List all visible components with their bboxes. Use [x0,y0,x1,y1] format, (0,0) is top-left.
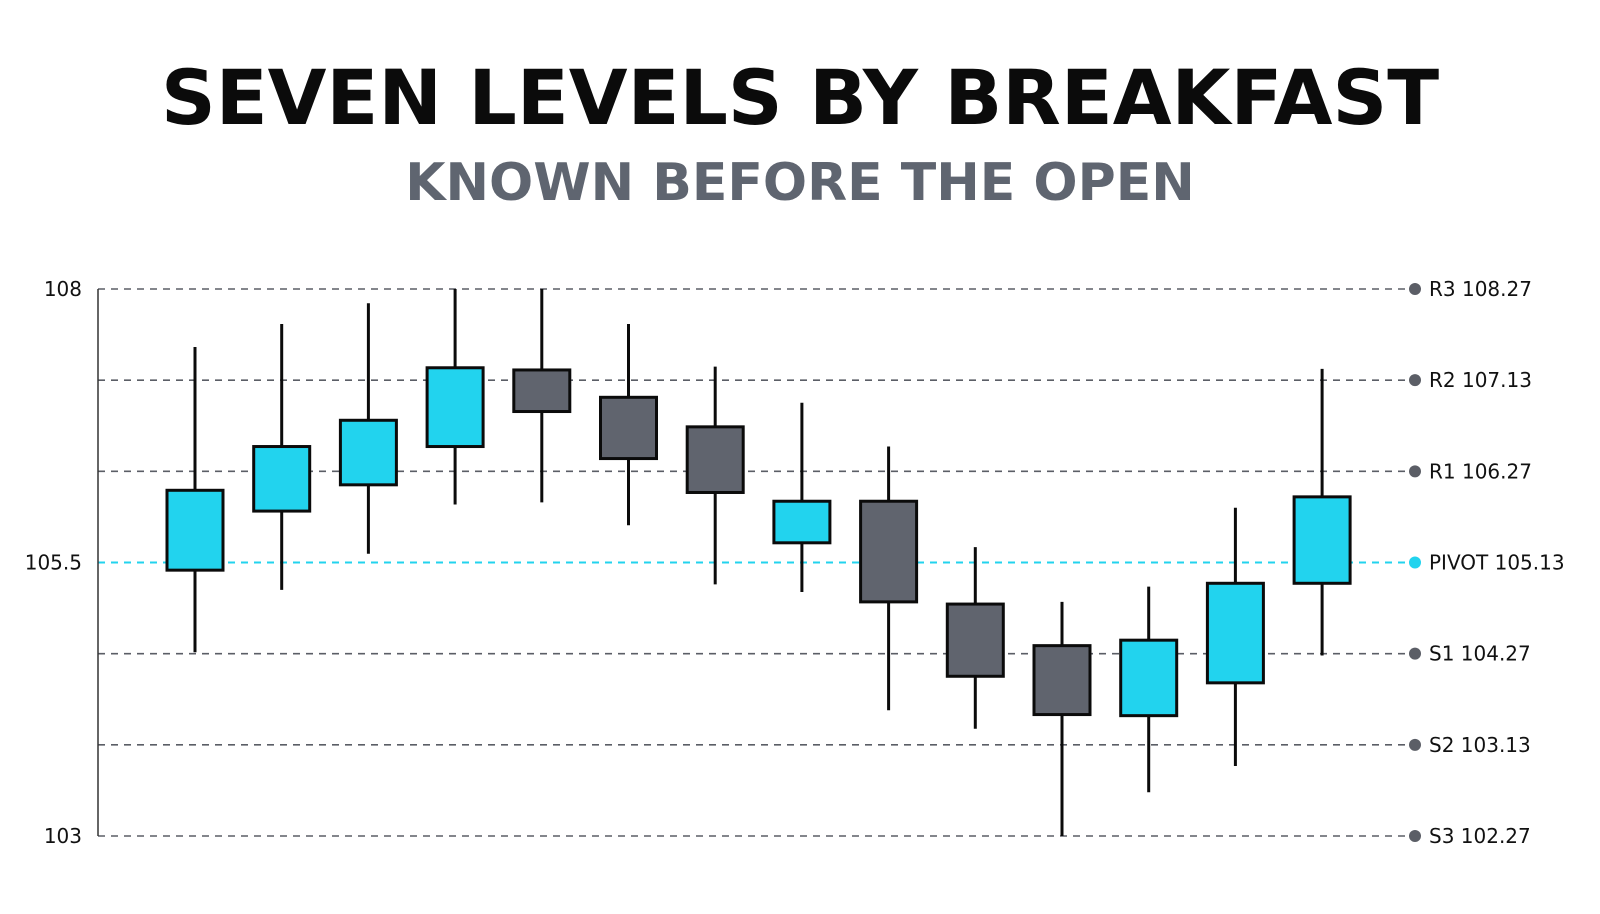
candle-body-bearish [512,368,572,414]
level-marker-s2 [1409,738,1421,751]
level-label-r1: R1 106.27 [1429,459,1532,483]
candle-body-bearish [945,602,1005,678]
level-marker-r1 [1409,465,1421,478]
level-label-r3: R3 108.27 [1429,277,1532,301]
chart-title: SEVEN LEVELS BY BREAKFAST [160,53,1440,142]
candle-body-bullish [1119,638,1179,718]
level-label-s3: S3 102.27 [1429,824,1531,848]
level-label-pivot: PIVOT 105.13 [1429,551,1565,575]
level-label-r2: R2 107.13 [1429,368,1532,392]
level-marker-s1 [1409,647,1421,660]
candle-body-bearish [685,425,745,494]
candle-body-bearish [859,499,919,604]
level-marker-s3 [1409,830,1421,842]
level-marker-pivot [1409,556,1421,569]
level-marker-r2 [1409,374,1421,387]
y-tick-label: 103 [44,824,82,848]
candle-body-bullish [1205,581,1265,685]
candle-body-bullish [338,418,398,487]
candle-body-bearish [1032,644,1092,717]
candle-body-bearish [599,395,658,461]
candle-body-bullish [165,488,225,572]
candle-body-bullish [425,366,485,449]
chart-subtitle: KNOWN BEFORE THE OPEN [405,153,1195,213]
candle-body-bullish [1292,495,1352,585]
y-tick-label: 105.5 [25,551,82,575]
level-marker-r3 [1409,283,1421,295]
candle-body-bullish [252,445,312,513]
level-label-s1: S1 104.27 [1429,642,1531,666]
level-label-s2: S2 103.13 [1429,733,1531,757]
candle-body-bullish [772,499,832,545]
y-tick-label: 108 [44,277,82,301]
